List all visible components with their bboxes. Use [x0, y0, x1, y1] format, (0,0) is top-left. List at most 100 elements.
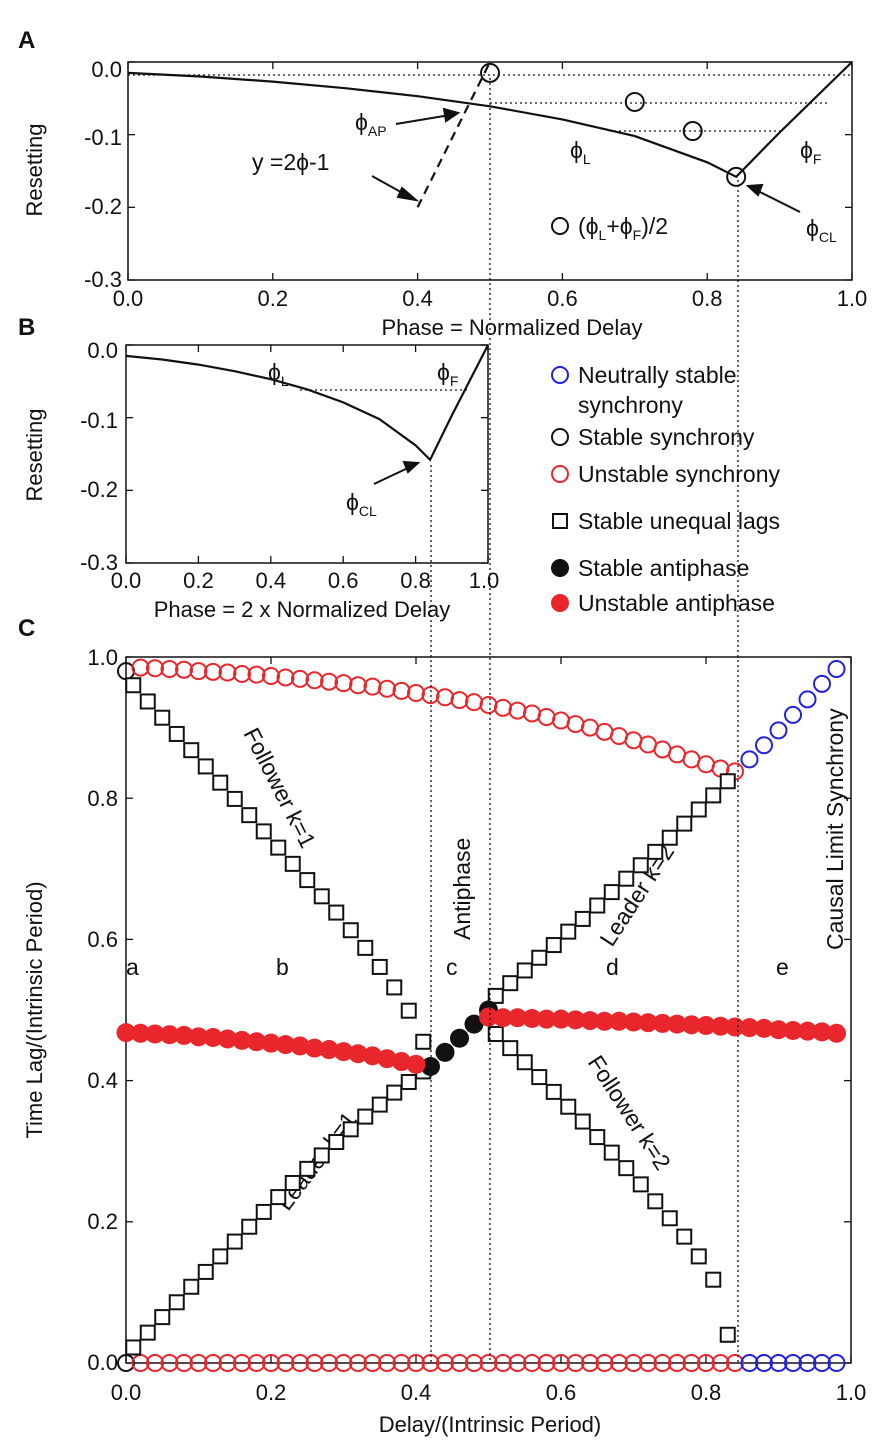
point-stable-unequal-lags-leader-k-2 [603, 884, 620, 901]
point-neutrally-stable-synchrony-upper [813, 674, 831, 693]
point-unstable-synchrony-lower [146, 1354, 164, 1372]
point-stable-antiphase [450, 1028, 469, 1048]
point-unstable-antiphase-d-e [609, 1011, 629, 1031]
point-unstable-antiphase-d-e [580, 1011, 600, 1031]
point-neutrally-stable-synchrony-upper [755, 736, 773, 755]
point-unstable-synchrony-lower [523, 1354, 541, 1372]
region-label-d: d [606, 954, 619, 980]
c-xtick-label: 0.2 [256, 1380, 287, 1405]
b-xtick-label: 0.6 [328, 568, 359, 593]
point-unstable-synchrony-upper [610, 727, 628, 746]
point-stable-unequal-lags-leader-k-1 [357, 1108, 374, 1125]
point-stable-unequal-lags-follower-k-1 [270, 839, 287, 856]
point-unstable-synchrony-lower [668, 1354, 686, 1372]
point-stable-unequal-lags-follower-k-1 [197, 758, 214, 775]
point-unstable-antiphase-d-e [783, 1020, 803, 1040]
point-neutrally-stable-synchrony-lower [755, 1354, 773, 1372]
point-stable-unequal-lags-follower-k-1 [299, 872, 316, 889]
panel-c-x-tick-labels: 0.0 0.2 0.4 0.6 0.8 1.0 [111, 1380, 867, 1405]
legend-label-continued: synchrony [578, 392, 683, 418]
point-stable-unequal-lags-follower-k-2 [502, 1040, 519, 1057]
a-resetting-curve [127, 61, 853, 179]
point-unstable-synchrony-upper [581, 718, 599, 737]
label-follower-k1: Follower k=1 [239, 723, 322, 852]
b-xtick-label: 0.0 [111, 568, 142, 593]
a-average-legend-marker [551, 217, 569, 235]
point-unstable-synchrony-upper [218, 663, 237, 682]
b-xtick-label: 0.2 [183, 568, 214, 593]
a-equation-label: y =2ϕ-1 [252, 149, 329, 175]
point-stable-unequal-lags-leader-k-1 [371, 1096, 388, 1113]
a-ytick-label: -0.3 [84, 267, 122, 292]
c-xtick-label: 1.0 [836, 1380, 867, 1405]
point-unstable-synchrony-lower [436, 1354, 454, 1372]
panel-b-label: B [18, 314, 35, 341]
point-unstable-synchrony-upper [349, 676, 367, 695]
point-stable-unequal-lags-follower-k-2 [545, 1083, 562, 1100]
point-stable-unequal-lags-leader-k-1 [270, 1189, 287, 1206]
point-stable-unequal-lags-follower-k-1 [212, 774, 229, 791]
point-stable-unequal-lags-leader-k-1 [400, 1074, 417, 1091]
b-ytick-label: 0.0 [87, 338, 118, 363]
point-stable-unequal-lags-leader-k-1 [241, 1218, 258, 1235]
point-unstable-antiphase-d-e [653, 1013, 672, 1033]
point-stable-unequal-lags-leader-k-2 [574, 910, 591, 927]
point-stable-unequal-lags-follower-k-2 [574, 1113, 591, 1130]
point-unstable-synchrony-upper [131, 658, 150, 677]
c-ytick-label: 0.2 [87, 1209, 118, 1234]
point-stable-unequal-lags-follower-k-1 [328, 904, 345, 921]
point-stable-unequal-lags-leader-k-1 [197, 1263, 214, 1280]
panel-b-frame [125, 344, 489, 564]
point-stable-unequal-lags-follower-k-2 [690, 1248, 707, 1265]
point-stable-unequal-lags-follower-k-1 [139, 693, 156, 710]
point-unstable-antiphase-a-b [116, 1023, 136, 1043]
point-unstable-antiphase-a-b [276, 1035, 295, 1055]
point-stable-unequal-lags-leader-k-1 [183, 1278, 200, 1295]
point-stable-unequal-lags-follower-k-2 [705, 1271, 722, 1288]
region-label-b: b [276, 954, 289, 980]
point-stable-unequal-lags-follower-k-1 [226, 790, 243, 807]
point-unstable-synchrony-lower [552, 1354, 570, 1372]
point-unstable-antiphase-d-e [769, 1020, 788, 1040]
point-stable-unequal-lags-follower-k-2 [661, 1210, 678, 1227]
point-stable-unequal-lags-leader-k-2 [589, 897, 606, 914]
point-neutrally-stable-synchrony-lower [798, 1354, 817, 1372]
point-unstable-antiphase-d-e [595, 1011, 614, 1031]
c-region-labels: a b c d e [126, 954, 789, 980]
point-unstable-antiphase-d-e [566, 1010, 585, 1030]
legend-label: Stable antiphase [578, 555, 749, 581]
legend-marker-unstable-synchrony [551, 465, 569, 483]
point-unstable-antiphase-a-b [232, 1030, 252, 1050]
point-unstable-antiphase-a-b [160, 1025, 179, 1045]
point-unstable-antiphase-a-b [290, 1036, 310, 1056]
point-unstable-antiphase-d-e [551, 1009, 571, 1029]
panel-a-x-axis-label: Phase = Normalized Delay [381, 315, 642, 340]
point-stable-unequal-lags-leader-k-2 [690, 801, 707, 818]
point-stable-unequal-lags-follower-k-2 [589, 1129, 606, 1146]
legend: Neutrally stable synchrony Stable synchr… [551, 362, 780, 616]
point-stable-unequal-lags-follower-k-1 [357, 939, 374, 956]
point-stable-unequal-lags-follower-k-1 [284, 855, 301, 872]
point-unstable-synchrony-lower [320, 1354, 338, 1372]
point-stable-unequal-lags-leader-k-2 [545, 937, 562, 954]
legend-label: Stable unequal lags [578, 508, 780, 534]
point-unstable-synchrony-upper [392, 681, 411, 700]
point-stable-unequal-lags-follower-k-2 [719, 1326, 736, 1343]
point-unstable-antiphase-a-b [406, 1054, 426, 1074]
b-ytick-label: -0.3 [80, 550, 118, 575]
arrow-phi-cl [373, 466, 411, 485]
legend-marker-neutral-synchrony [551, 366, 569, 384]
point-unstable-synchrony-upper [450, 691, 469, 710]
a-ytick-label: 0.0 [91, 57, 122, 82]
point-unstable-antiphase-d-e [696, 1016, 716, 1036]
region-label-a: a [126, 954, 139, 980]
legend-label: Unstable antiphase [578, 590, 775, 616]
point-unstable-synchrony-upper [233, 664, 251, 683]
point-unstable-antiphase-a-b [145, 1024, 165, 1044]
a-average-legend-label: (ϕL+ϕF)/2 [578, 213, 668, 243]
b-resetting-curve [125, 344, 489, 462]
point-unstable-synchrony-upper [479, 696, 498, 715]
point-unstable-antiphase-a-b [334, 1042, 353, 1062]
point-unstable-synchrony-lower [450, 1354, 469, 1372]
point-unstable-antiphase-d-e [638, 1013, 658, 1033]
